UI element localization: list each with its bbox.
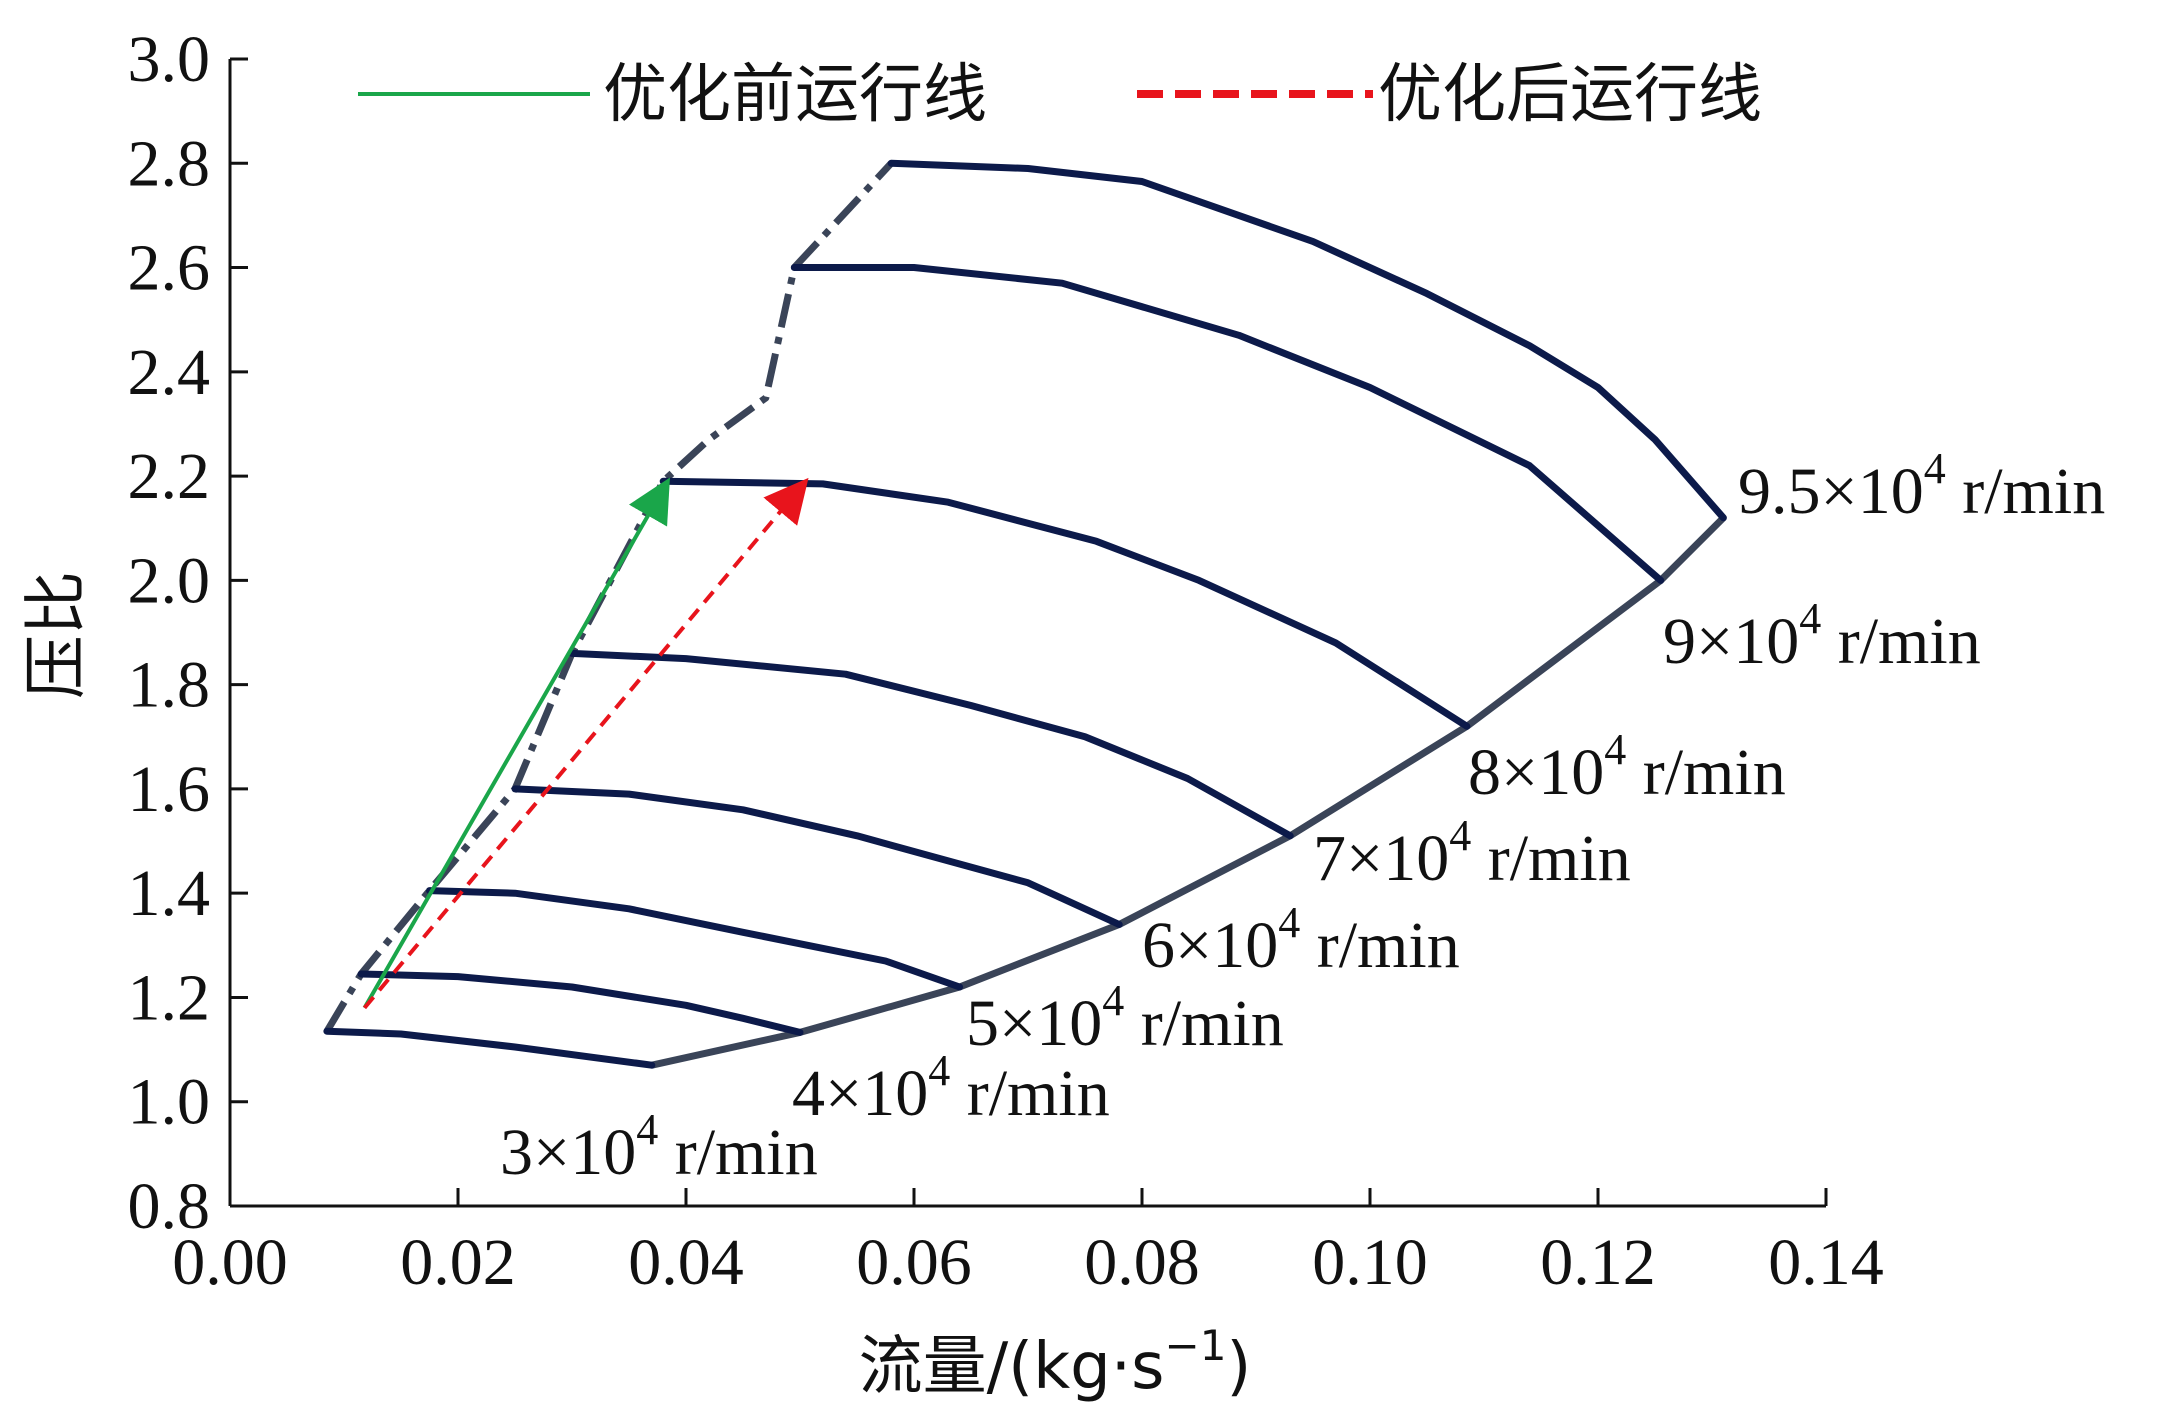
y-tick-label: 2.6: [128, 232, 211, 305]
x-axis-title-sup: −1: [1165, 1321, 1227, 1370]
y-tick-label: 2.4: [128, 336, 211, 409]
x-tick-label: 0.06: [856, 1226, 972, 1299]
y-tick-label: 1.2: [128, 961, 211, 1034]
speed-label-exp: 4: [1604, 725, 1626, 774]
y-tick-label: 2.0: [128, 544, 211, 617]
speed-label-base: 3×10: [500, 1116, 636, 1189]
speed-label-base: 8×10: [1468, 736, 1604, 809]
speed-label-exp: 4: [1102, 976, 1124, 1025]
speed-label-2: 4×104 r/min: [792, 1046, 1110, 1130]
x-tick-label: 0.14: [1768, 1226, 1884, 1299]
speed-label-4: 6×104 r/min: [1142, 898, 1460, 982]
speed-line-5: [568, 649, 1294, 840]
speed-label-unit: r/min: [1946, 455, 2106, 528]
speed-label-unit: r/min: [1300, 909, 1460, 982]
y-tick-label: 1.4: [128, 857, 211, 930]
speed-line-6: [659, 477, 1471, 730]
speed-label-unit: r/min: [1821, 605, 1981, 678]
speed-line-2: [357, 970, 804, 1036]
tick-labels: 0.00 0.02 0.04 0.06 0.08 0.10 0.12 0.14 0.8 1.0 1.…: [128, 23, 1884, 1299]
x-tick-label: 0.04: [628, 1226, 744, 1299]
speed-label-base: 4×10: [792, 1057, 928, 1130]
x-axis-title: 流量/(kg·s−1): [859, 1321, 1252, 1404]
speed-label-base: 9×10: [1663, 605, 1799, 678]
legend: 优化前运行线 优化后运行线: [358, 58, 1762, 132]
y-tick-label: 1.0: [128, 1066, 211, 1139]
speed-label-6: 8×104 r/min: [1468, 725, 1786, 809]
speed-label-base: 9.5×10: [1738, 455, 1924, 528]
speed-line-3: [426, 887, 964, 991]
legend-label-after: 优化后运行线: [1378, 58, 1762, 132]
speed-label-unit: r/min: [658, 1116, 818, 1189]
y-tick-label: 1.8: [128, 649, 211, 722]
speed-line-7: [790, 264, 1665, 584]
speed-label-unit: r/min: [1626, 736, 1786, 809]
speed-label-exp: 4: [636, 1105, 658, 1154]
speed-label-base: 7×10: [1313, 822, 1449, 895]
y-tick-label: 1.6: [128, 753, 211, 826]
operating-lines: [362, 477, 809, 1010]
y-tick-label: 0.8: [128, 1170, 211, 1243]
speed-line-4: [511, 785, 1123, 928]
speed-label-3: 5×104 r/min: [966, 976, 1284, 1060]
x-tick-label: 0.02: [400, 1226, 516, 1299]
legend-label-before: 优化前运行线: [603, 58, 987, 132]
x-axis-title-close: ): [1226, 1330, 1251, 1404]
y-axis-title: 压比: [20, 571, 94, 699]
speed-label-8: 9.5×104 r/min: [1738, 444, 2105, 528]
x-tick-label: 0.12: [1540, 1226, 1656, 1299]
speed-line-8: [887, 159, 1727, 522]
speed-label-1: 3×104 r/min: [500, 1105, 818, 1189]
speed-line-1: [323, 1027, 656, 1069]
speed-label-base: 5×10: [966, 987, 1102, 1060]
choke-line: [651, 515, 1726, 1069]
surge-line: [323, 160, 894, 1034]
operating-line-before: [362, 477, 670, 1009]
speed-label-exp: 4: [1278, 898, 1300, 947]
speed-label-exp: 4: [1799, 594, 1821, 643]
speed-label-5: 7×104 r/min: [1313, 811, 1631, 895]
axes: [228, 57, 1828, 1208]
y-tick-label: 3.0: [128, 23, 211, 96]
speed-label-unit: r/min: [1124, 987, 1284, 1060]
x-axis-title-main: 流量/(kg·s: [859, 1330, 1165, 1404]
speed-label-unit: r/min: [950, 1057, 1110, 1130]
map-lines: [323, 159, 1727, 1069]
x-tick-label: 0.00: [172, 1226, 288, 1299]
speed-label-7: 9×104 r/min: [1663, 594, 1981, 678]
y-tick-label: 2.8: [128, 127, 211, 200]
speed-label-exp: 4: [1449, 811, 1471, 860]
x-tick-label: 0.08: [1084, 1226, 1200, 1299]
speed-label-exp: 4: [928, 1046, 950, 1095]
y-tick-label: 2.2: [128, 440, 211, 513]
speed-label-exp: 4: [1924, 444, 1946, 493]
x-tick-label: 0.10: [1312, 1226, 1428, 1299]
speed-label-unit: r/min: [1471, 822, 1631, 895]
speed-label-base: 6×10: [1142, 909, 1278, 982]
